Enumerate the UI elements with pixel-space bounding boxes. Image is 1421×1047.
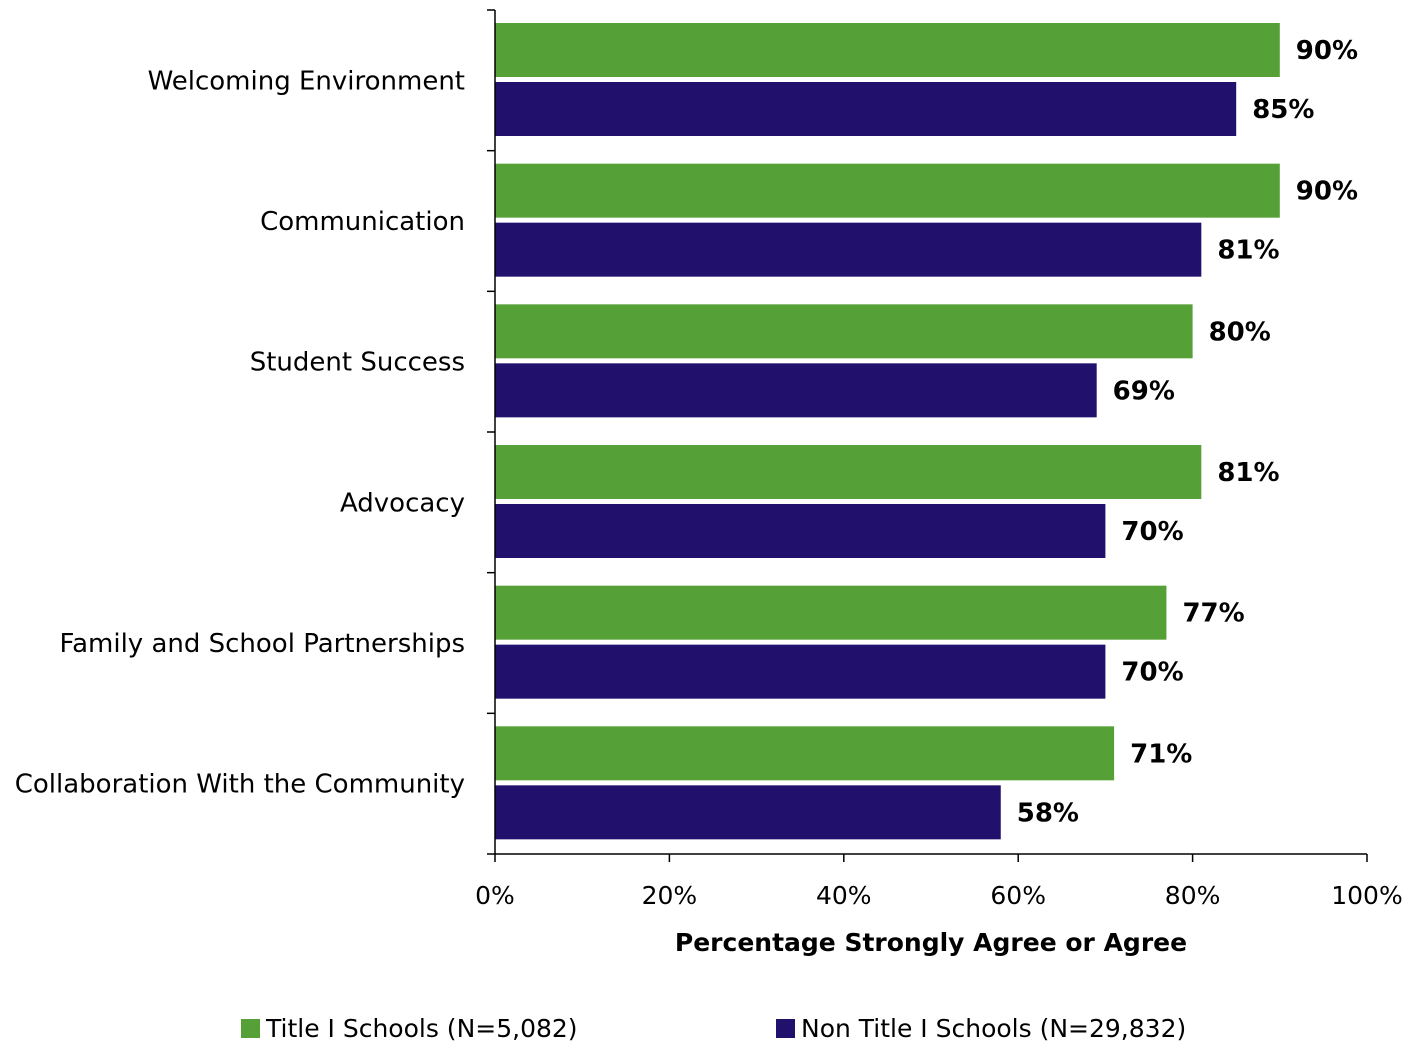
legend-swatch-non-title-i — [776, 1019, 795, 1038]
legend-label-non-title-i: Non Title I Schools (N=29,832) — [801, 1014, 1186, 1043]
legend-swatch-title-i — [241, 1019, 260, 1038]
bar-non-title-i-5 — [495, 785, 1001, 840]
bar-non-title-i-0 — [495, 82, 1237, 136]
data-label-title-i-2: 80% — [1209, 317, 1271, 347]
data-label-non-title-i-0: 85% — [1252, 95, 1314, 125]
x-tick-label-0: 0% — [475, 881, 515, 910]
x-tick-label-4: 80% — [1165, 881, 1221, 910]
legend: Title I Schools (N=5,082) Non Title I Sc… — [241, 1014, 1186, 1043]
bar-title-i-0 — [495, 23, 1280, 77]
data-label-non-title-i-1: 81% — [1217, 236, 1279, 266]
data-label-title-i-1: 90% — [1296, 177, 1358, 207]
bar-non-title-i-3 — [495, 504, 1106, 558]
data-label-title-i-5: 71% — [1130, 739, 1192, 769]
x-axis-title: Percentage Strongly Agree or Agree — [675, 928, 1187, 957]
bar-non-title-i-2 — [495, 363, 1097, 418]
data-label-non-title-i-3: 70% — [1121, 517, 1183, 547]
category-label-2: Student Success — [250, 348, 465, 378]
data-label-non-title-i-5: 58% — [1017, 798, 1079, 828]
x-tick-label-5: 100% — [1331, 881, 1402, 910]
bars-layer — [495, 23, 1280, 840]
data-label-non-title-i-2: 69% — [1113, 376, 1175, 406]
x-tick-label-1: 20% — [642, 881, 698, 910]
data-label-title-i-0: 90% — [1296, 36, 1358, 66]
labels-layer: 90% 85% Welcoming Environment 90% 81% Communi… — [15, 36, 1403, 910]
bar-title-i-2 — [495, 304, 1193, 359]
axes-layer — [487, 9, 1368, 862]
data-label-title-i-4: 77% — [1182, 599, 1244, 629]
legend-label-title-i: Title I Schools (N=5,082) — [265, 1014, 578, 1043]
x-tick-label-2: 40% — [816, 881, 872, 910]
category-label-5: Collaboration With the Community — [15, 770, 465, 800]
category-label-3: Advocacy — [340, 488, 465, 518]
data-label-non-title-i-4: 70% — [1121, 658, 1183, 688]
bar-title-i-3 — [495, 445, 1202, 499]
data-label-title-i-3: 81% — [1217, 458, 1279, 488]
category-label-4: Family and School Partnerships — [60, 629, 465, 659]
bar-title-i-1 — [495, 163, 1280, 218]
category-label-1: Communication — [260, 207, 465, 237]
bar-non-title-i-4 — [495, 644, 1106, 699]
bar-title-i-5 — [495, 726, 1115, 781]
x-tick-label-3: 60% — [990, 881, 1046, 910]
bar-non-title-i-1 — [495, 222, 1202, 277]
category-label-0: Welcoming Environment — [148, 66, 465, 96]
bar-title-i-4 — [495, 585, 1167, 640]
